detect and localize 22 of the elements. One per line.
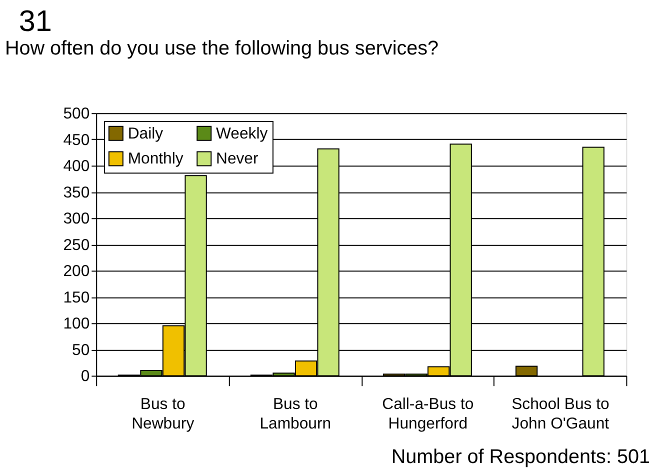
y-tick-label: 150	[63, 289, 90, 306]
legend-label: Never	[216, 150, 259, 168]
y-tick-label: 50	[72, 342, 90, 359]
text: Number of Respondents: 501	[391, 446, 650, 468]
y-tick-label: 500	[63, 106, 90, 123]
y-tick-label: 450	[63, 132, 90, 149]
y-tick-label: 350	[63, 184, 90, 202]
y-tick-label: 250	[63, 236, 90, 254]
x-tick-label: Bus to Newbury	[132, 396, 194, 433]
text: 31	[18, 4, 52, 38]
y-tick-label: 400	[63, 158, 90, 176]
y-tick-label: 200	[63, 263, 90, 280]
x-tick-label: Call-a-Bus to Hungerford	[382, 396, 474, 433]
x-tick-label: School Bus to John O'Gaunt	[512, 396, 610, 433]
chart-title: How often do you use the following bus services?	[4, 38, 439, 60]
y-tick-label: 0	[80, 368, 90, 386]
x-tick-label: Bus to Lambourn	[260, 396, 332, 433]
legend-label: Monthly	[128, 150, 184, 168]
legend-label: Daily	[128, 125, 164, 142]
y-tick-label: 300	[63, 210, 90, 228]
y-tick-label: 100	[63, 316, 90, 333]
legend-label: Weekly	[216, 125, 268, 142]
